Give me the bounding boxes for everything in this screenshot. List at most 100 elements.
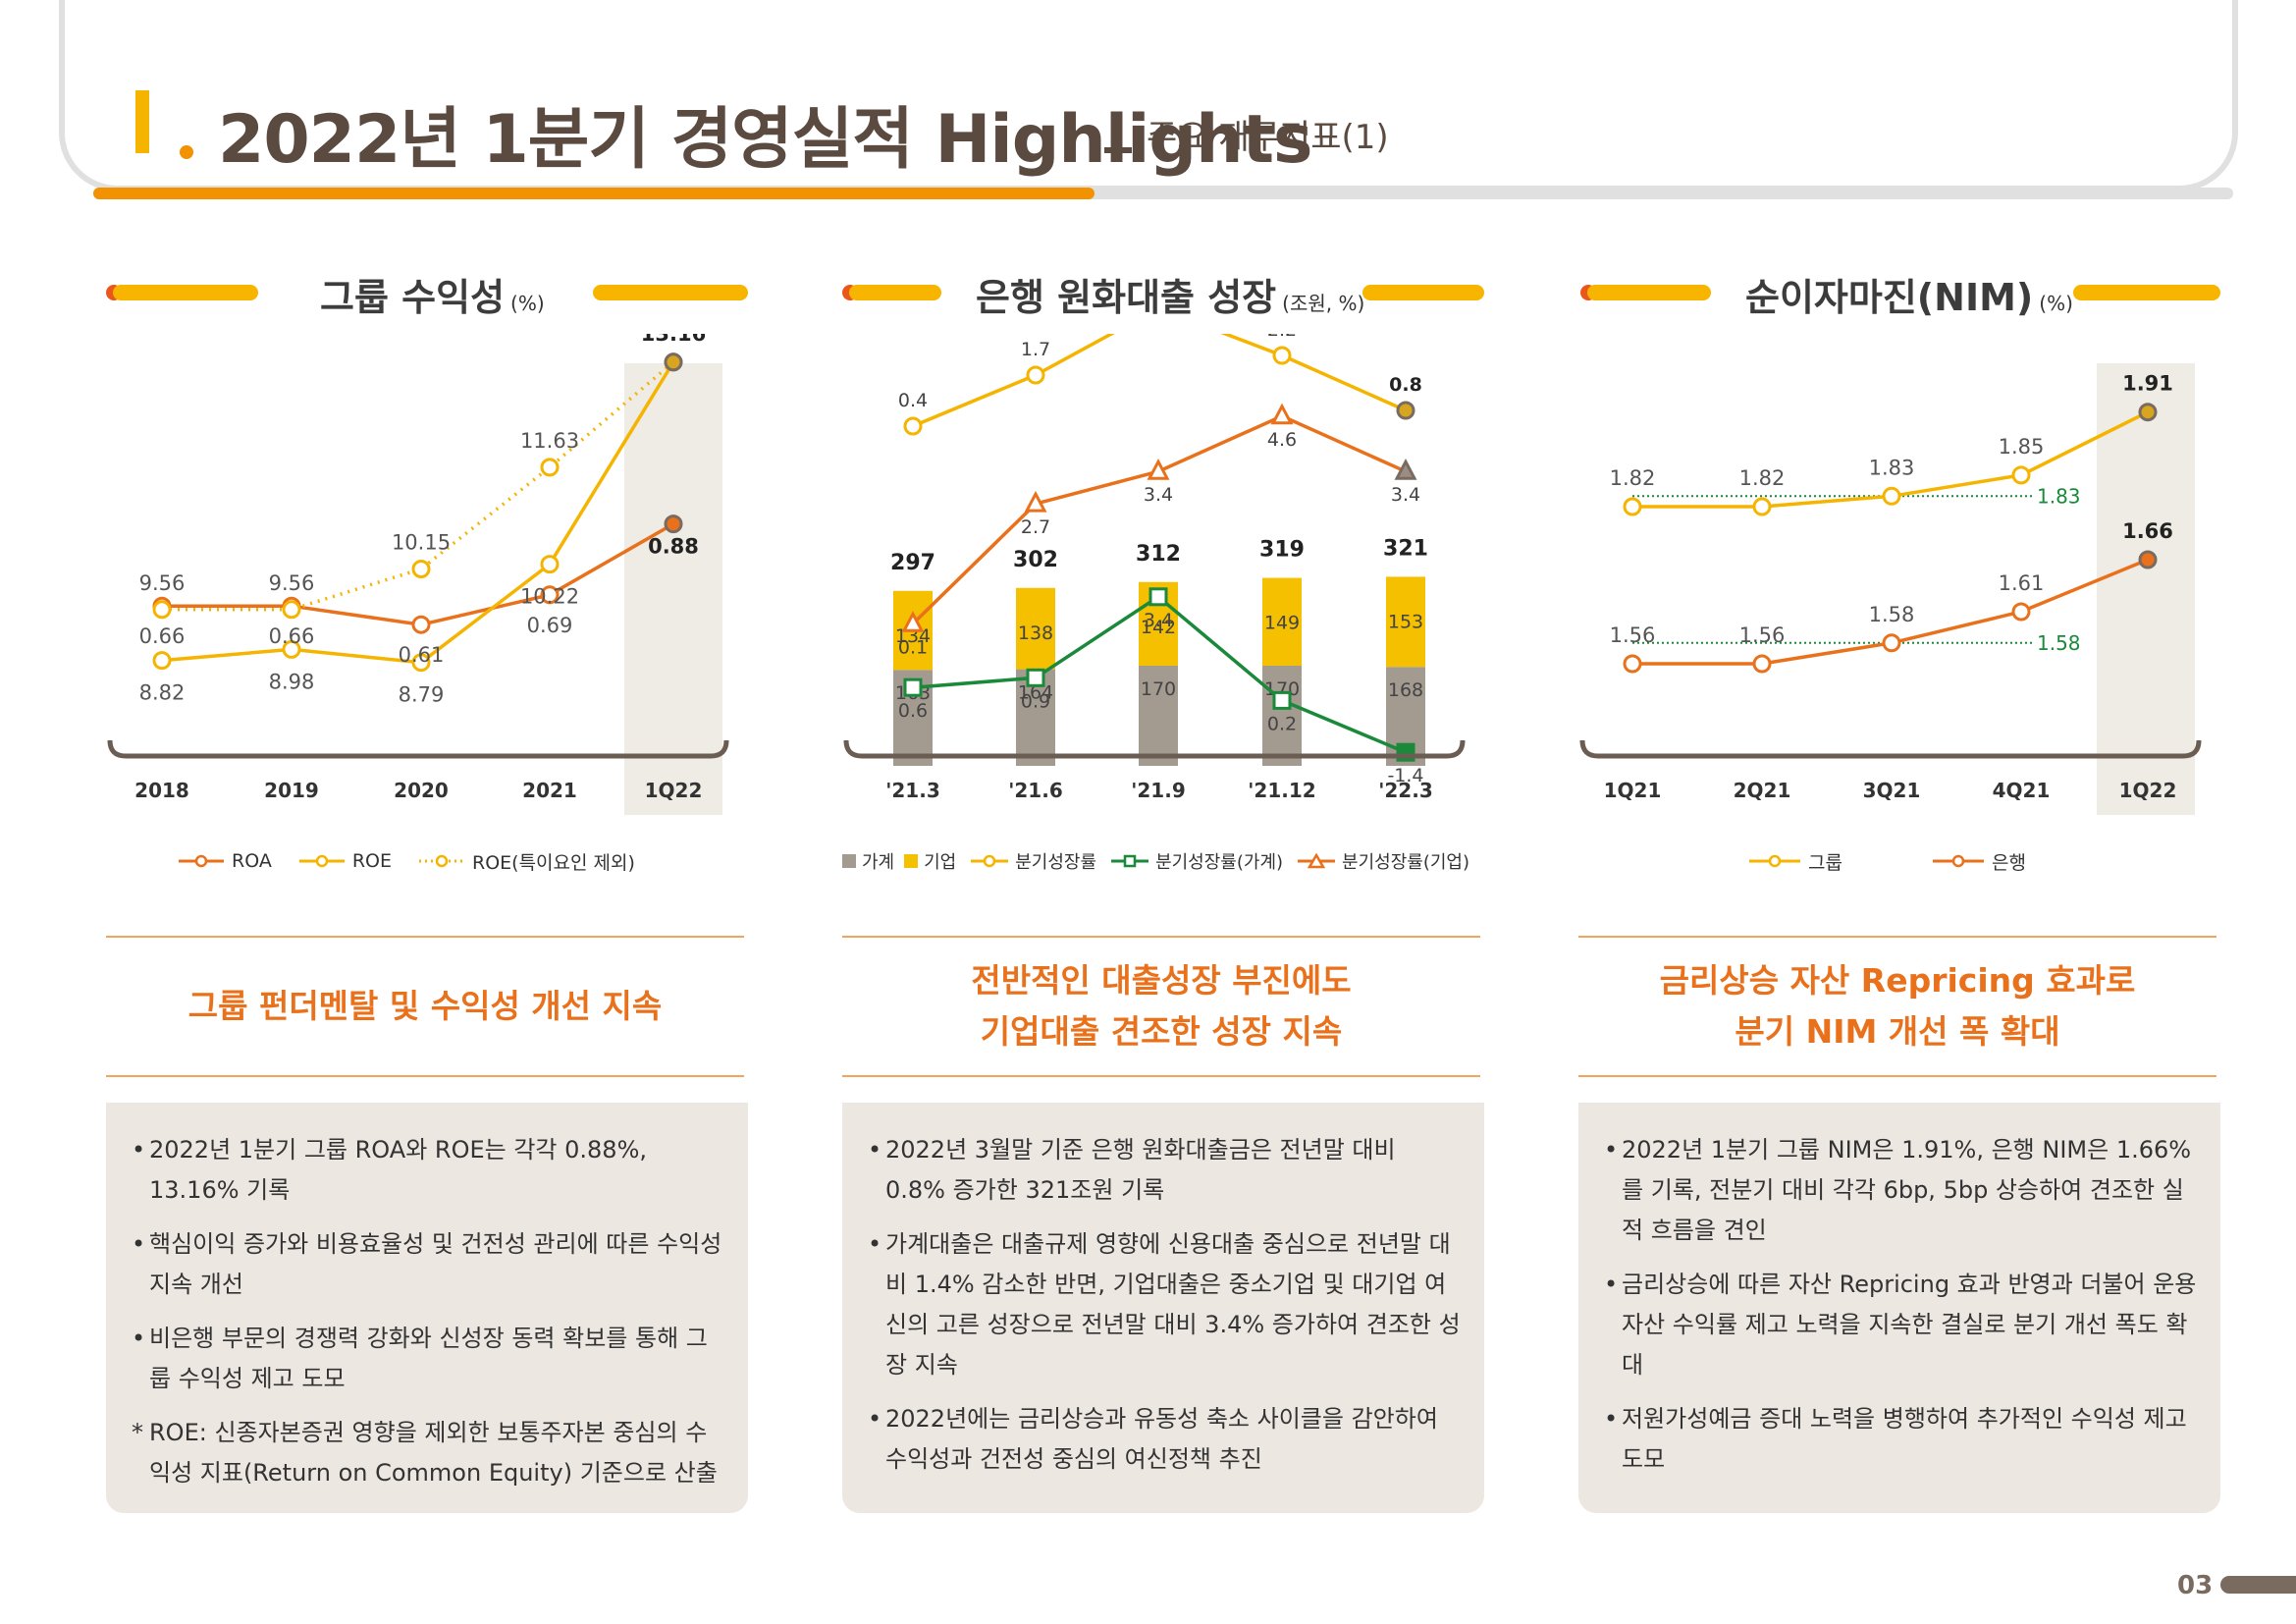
axis-tick-label: '21.9	[1131, 779, 1185, 802]
growth-point	[1024, 490, 1047, 513]
data-point	[411, 615, 431, 634]
bar-corporate	[1016, 587, 1055, 670]
data-label-roa: 0.61	[399, 643, 445, 667]
bar-household	[1262, 666, 1302, 766]
panel2-bullet: 가계대출은 대출규제 영향에 신용대출 중심으로 전년말 대비 1.4% 감소한…	[868, 1224, 1461, 1385]
data-label-roa: 0.66	[139, 624, 186, 648]
bar-total-label: 312	[1136, 542, 1181, 567]
panel1-headline: 그룹 펀더멘탈 및 수익성 개선 지속	[106, 936, 744, 1077]
data-point	[1752, 497, 1772, 516]
group-profitability-chart: 0.66 0.66 0.61 0.69 0.88 8.82 8.98 8.79 10.22 13.…	[107, 334, 729, 815]
growth-point	[1026, 668, 1045, 687]
data-point	[2138, 403, 2158, 422]
data-point	[2138, 550, 2158, 569]
data-point	[1623, 497, 1642, 516]
data-label-그룹: 1.83	[1869, 456, 1915, 479]
axis-tick-label: '21.12	[1248, 779, 1315, 802]
data-label-roe: 13.16	[641, 334, 706, 346]
growth-point	[1147, 458, 1170, 480]
panel3-head-bar-left	[1587, 285, 1711, 300]
title-marker	[135, 90, 149, 153]
panel2-title: 은행 원화대출 성장 (조원, %)	[976, 276, 1365, 319]
growth-point	[1394, 458, 1417, 480]
bar-household	[1139, 666, 1178, 766]
page-number: 03	[2177, 1571, 2214, 1600]
growth-point	[1272, 346, 1292, 365]
growth-point	[903, 416, 923, 436]
data-label-roa: 0.69	[527, 614, 573, 637]
data-point	[1752, 654, 1772, 674]
panel3-bullet: 2022년 1분기 그룹 NIM은 1.91%, 은행 NIM은 1.66%를 …	[1604, 1130, 2197, 1251]
axis-tick-label: '21.3	[885, 779, 939, 802]
data-label-roe-adjusted: 9.56	[139, 571, 186, 595]
bar-label-household: 164	[1018, 682, 1053, 704]
growth-label-분기성장률-기업: 2.7	[1021, 516, 1050, 538]
growth-line-분기성장률	[912, 334, 1407, 428]
legend-panel2: 가계 기업 분기성장률 분기성장률(가계) 분기성장률(기업)	[842, 846, 1469, 876]
bar-total-label: 297	[890, 551, 935, 575]
page-title: 2022년 1분기 경영실적 Highlights	[218, 101, 1313, 179]
legend-roe: ROE	[297, 850, 392, 872]
bar-label-corporate: 149	[1264, 613, 1300, 634]
bar-label-corporate: 138	[1018, 623, 1053, 644]
data-point	[411, 653, 431, 673]
bar-total-label: 319	[1259, 538, 1305, 563]
legend-growth: 분기성장률	[970, 848, 1096, 874]
data-label-roa: 0.66	[269, 624, 315, 648]
panel3-description: 2022년 1분기 그룹 NIM은 1.91%, 은행 NIM은 1.66%를 …	[1578, 1103, 2220, 1513]
growth-label-분기성장률-기업: 0.1	[898, 636, 928, 658]
data-label-그룹: 1.91	[2122, 372, 2173, 396]
growth-point	[1270, 403, 1294, 425]
legend-corporate: 기업	[904, 848, 956, 874]
axis-baseline	[843, 739, 1466, 759]
axis-tick-label: 2018	[134, 779, 189, 802]
reference-label: 1.58	[2037, 631, 2081, 655]
panel1-head-bar-right	[593, 285, 748, 300]
highlight-band-1q22	[2097, 363, 2195, 815]
growth-label-분기성장률-기업: 3.4	[1391, 484, 1420, 506]
axis-tick-label: 2Q21	[1734, 779, 1791, 802]
growth-label-분기성장률-가계: 3.4	[1144, 610, 1173, 631]
legend-growth-household: 분기성장률(가계)	[1110, 848, 1283, 874]
panel3-title: 순이자마진(NIM) (%)	[1745, 276, 2073, 319]
panel2-headline: 전반적인 대출성장 부진에도 기업대출 견조한 성장 지속	[842, 936, 1480, 1077]
axis-tick-label: 2019	[264, 779, 319, 802]
data-point	[540, 458, 560, 477]
data-point	[664, 352, 683, 372]
data-point	[1882, 486, 1901, 506]
axis-tick-label: 1Q22	[645, 779, 703, 802]
data-label-은행: 1.61	[1999, 571, 2045, 595]
axis-baseline	[1579, 739, 2202, 759]
page-subtitle: 주요 재무지표(1)	[1147, 118, 1389, 157]
data-point	[540, 585, 560, 605]
data-label-은행: 1.66	[2122, 519, 2173, 543]
data-point	[664, 514, 683, 534]
data-point	[2011, 465, 2031, 485]
growth-point	[901, 611, 925, 632]
title-dot	[180, 145, 193, 159]
series-line-roe-특이요인-제외	[162, 360, 675, 612]
panel1-footnote: ROE: 신종자본증권 영향을 제외한 보통주자본 중심의 수익성 지표(Ret…	[132, 1413, 724, 1493]
data-point	[1882, 633, 1901, 653]
panel1-bullet: 핵심이익 증가와 비용효율성 및 건전성 관리에 따른 수익성 지속 개선	[132, 1224, 724, 1305]
bar-corporate	[1386, 576, 1425, 668]
data-label-roe: 10.22	[520, 585, 579, 609]
data-point	[2011, 602, 2031, 622]
panel2-description: 2022년 3월말 기준 은행 원화대출금은 전년말 대비 0.8% 증가한 3…	[842, 1103, 1484, 1513]
legend-roe-adjusted: ROE(특이요인 제외)	[417, 848, 635, 875]
data-label-roe: 8.79	[399, 683, 445, 707]
panel1-bullet: 비은행 부문의 경쟁력 강화와 신성장 동력 확보를 통해 그룹 수익성 제고 …	[132, 1319, 724, 1399]
legend-group: 그룹	[1747, 848, 1842, 875]
data-point	[282, 639, 301, 659]
data-point	[540, 555, 560, 574]
reference-label: 1.83	[2037, 484, 2081, 508]
growth-label-분기성장률-기업: 4.6	[1267, 429, 1297, 451]
bar-total-label: 302	[1013, 548, 1058, 572]
panel1-head-bar-left	[113, 285, 258, 300]
growth-label-분기성장률-가계: 0.2	[1267, 713, 1297, 734]
growth-point	[1148, 587, 1168, 607]
nim-chart: 1.83 1.58 1.82 1.82 1.83 1.85 1.91 1.56 1.56 1.58…	[1579, 363, 2202, 815]
bar-corporate	[1262, 577, 1302, 666]
axis-tick-label: '22.3	[1378, 779, 1432, 802]
data-label-그룹: 1.82	[1610, 466, 1656, 490]
